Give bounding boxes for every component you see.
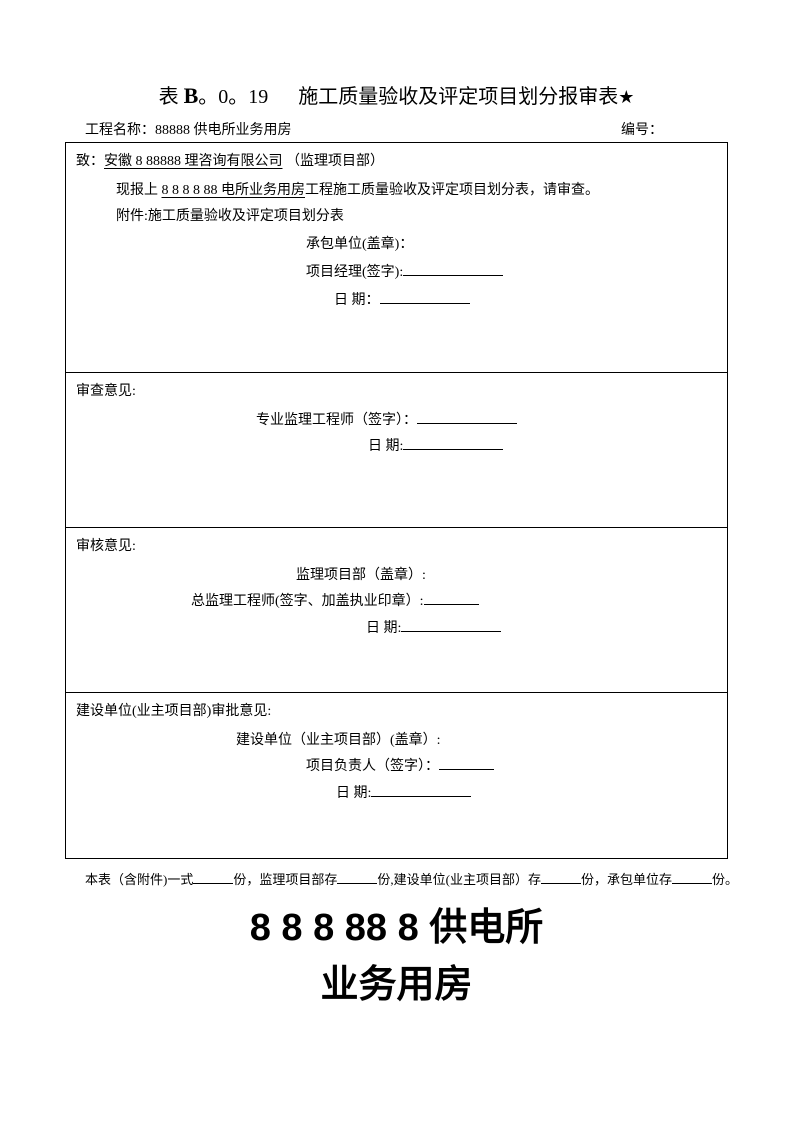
footer-blank-3 [541,871,581,884]
project-value: 88888 供电所业务用房 [155,123,292,138]
form-box: 致：安徽 8 88888 理咨询有限公司 （监理项目部） 现报上 8 8 8 8… [65,142,728,859]
date-blank-2 [403,436,503,450]
title-code: 表 B。0。19 [159,80,269,109]
audit-label: 审核意见: [76,534,717,561]
title-rest: 。0。19 [198,86,268,108]
footer-t3: 份,建设单位(业主项目部）存 [377,872,541,887]
to-suffix: （监理项目部） [283,154,385,169]
chief-sign-row: 总监理工程师(签字、加盖执业印章）: [191,589,717,616]
date-row-3: 日 期: [191,616,717,643]
to-label: 致： [76,154,104,169]
footer-blank-2 [337,871,377,884]
review-label: 审查意见: [76,379,717,406]
footer-blank-1 [193,871,233,884]
leader-sign-blank [439,756,494,770]
pm-sign-blank [403,262,503,276]
date-blank-3 [401,618,501,632]
footer-t5: 份。 [712,872,738,887]
number-label: 编号： [621,119,663,139]
footer-note: 本表（含附件)一式份，监理项目部存份,建设单位(业主项目部）存份，承包单位存份。 [85,869,723,888]
report-prefix: 现报上 [116,183,162,198]
title-main-wrap: 施工质量验收及评定项目划分报审表★ [298,80,634,109]
chief-sign-label: 总监理工程师(签字、加盖执业印章）: [191,594,424,609]
engineer-sign-label: 专业监理工程师（签字）： [256,413,417,428]
report-suffix: 工程施工质量验收及评定项目划分表，请审查。 [305,183,599,198]
owner-seal-label: 建设单位（业主项目部）(盖章）: [236,733,441,748]
footer-t4: 份，承包单位存 [581,872,672,887]
big-title: 8 8 8 88 8 供电所 业务用房 [65,900,728,1014]
footer-blank-4 [672,871,712,884]
section-audit: 审核意见: 监理项目部（盖章）: 总监理工程师(签字、加盖执业印章）: 日 期: [66,528,727,693]
footer-t1: 本表（含附件)一式 [85,872,193,887]
date-label-4: 日 期: [336,786,371,801]
signature-block-4: 建设单位（业主项目部）(盖章）: 项目负责人（签字）： 日 期: [236,728,717,808]
section-approval: 建设单位(业主项目部)审批意见: 建设单位（业主项目部）(盖章）: 项目负责人（… [66,693,727,858]
section-review: 审查意见: 专业监理工程师（签字）： 日 期: [66,373,727,528]
leader-sign-label: 项目负责人（签字）： [306,759,439,774]
signature-block-1: 承包单位(盖章)： 项目经理(签字): 日 期： [306,231,717,315]
section-submission: 致：安徽 8 88888 理咨询有限公司 （监理项目部） 现报上 8 8 8 8… [66,143,727,373]
owner-seal-row: 建设单位（业主项目部）(盖章）: [236,728,717,755]
title-prefix: 表 [159,86,184,108]
date-row-1: 日 期： [306,287,717,315]
engineer-sign-blank [417,410,517,424]
date-blank-4 [371,783,471,797]
leader-sign-row: 项目负责人（签字）： [236,754,717,781]
project-label: 工程名称： [85,123,155,138]
report-value: 8 8 8 8 88 电所业务用房 [162,183,306,198]
date-blank-1 [380,290,470,304]
footer-t2: 份，监理项目部存 [233,872,337,887]
signature-block-3: 监理项目部（盖章）: 总监理工程师(签字、加盖执业印章）: 日 期: [191,563,717,643]
date-label-2: 日 期: [368,439,403,454]
dept-seal-label: 监理项目部（盖章）: [296,568,426,583]
contractor-seal-row: 承包单位(盖章)： [306,231,717,259]
engineer-sign-row: 专业监理工程师（签字）： [256,408,717,435]
signature-block-2: 专业监理工程师（签字）： 日 期: [256,408,717,461]
header-row: 工程名称：88888 供电所业务用房 编号： [65,119,728,142]
to-line: 致：安徽 8 88888 理咨询有限公司 （监理项目部） [76,149,717,176]
big-title-line2: 业务用房 [65,957,728,1014]
date-label-1: 日 期： [334,293,380,308]
approval-label: 建设单位(业主项目部)审批意见: [76,699,717,726]
date-row-2: 日 期: [256,434,717,461]
report-line: 现报上 8 8 8 8 88 电所业务用房工程施工质量验收及评定项目划分表，请审… [76,178,717,205]
title-main: 施工质量验收及评定项目划分报审表 [298,86,618,108]
pm-sign-row: 项目经理(签字): [306,259,717,287]
attachment-line: 附件:施工质量验收及评定项目划分表 [76,204,717,231]
star-icon: ★ [618,87,634,107]
project-name: 工程名称：88888 供电所业务用房 [85,119,292,139]
document-title: 表 B。0。19 施工质量验收及评定项目划分报审表★ [65,80,728,109]
date-label-3: 日 期: [366,621,401,636]
contractor-seal-label: 承包单位(盖章)： [306,237,413,252]
title-b: B [184,83,199,108]
chief-sign-blank [424,591,479,605]
pm-sign-label: 项目经理(签字): [306,265,403,280]
big-title-line1: 8 8 8 88 8 供电所 [65,900,728,957]
date-row-4: 日 期: [236,781,717,808]
to-value: 安徽 8 88888 理咨询有限公司 [104,154,283,169]
dept-seal-row: 监理项目部（盖章）: [191,563,717,590]
